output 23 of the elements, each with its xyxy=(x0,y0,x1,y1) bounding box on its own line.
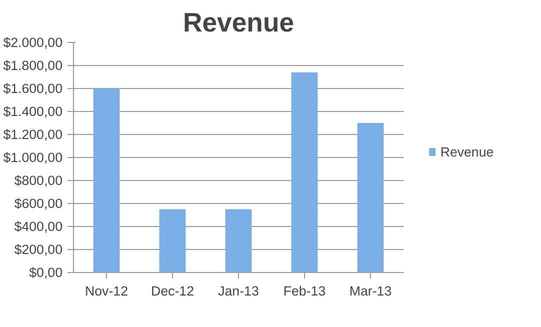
y-tick-label: $200,00 xyxy=(14,242,63,257)
x-tick-label: Mar-13 xyxy=(349,284,392,298)
x-tick-label: Feb-13 xyxy=(283,284,326,298)
y-tick-label: $1.600,00 xyxy=(3,81,63,96)
y-tick-label: $800,00 xyxy=(14,173,63,188)
bar xyxy=(357,123,384,272)
x-tick-label: Nov-12 xyxy=(85,284,128,298)
bar xyxy=(225,209,252,272)
x-tick-label: Dec-12 xyxy=(151,284,194,298)
y-tick-label: $0,00 xyxy=(29,265,63,280)
bar xyxy=(159,209,186,272)
bar xyxy=(93,88,120,272)
y-tick-label: $1.400,00 xyxy=(3,104,63,119)
y-tick-label: $1.000,00 xyxy=(3,150,63,165)
y-tick-label: $600,00 xyxy=(14,196,63,211)
y-tick-label: $2.000,00 xyxy=(3,35,63,50)
bar xyxy=(291,72,318,272)
y-tick-label: $1.200,00 xyxy=(3,127,63,142)
legend-label: Revenue xyxy=(440,144,494,159)
y-tick-label: $400,00 xyxy=(14,219,63,234)
y-tick-label: $1.800,00 xyxy=(3,58,63,73)
x-tick-label: Jan-13 xyxy=(218,284,259,298)
chart-title: Revenue xyxy=(182,8,294,38)
